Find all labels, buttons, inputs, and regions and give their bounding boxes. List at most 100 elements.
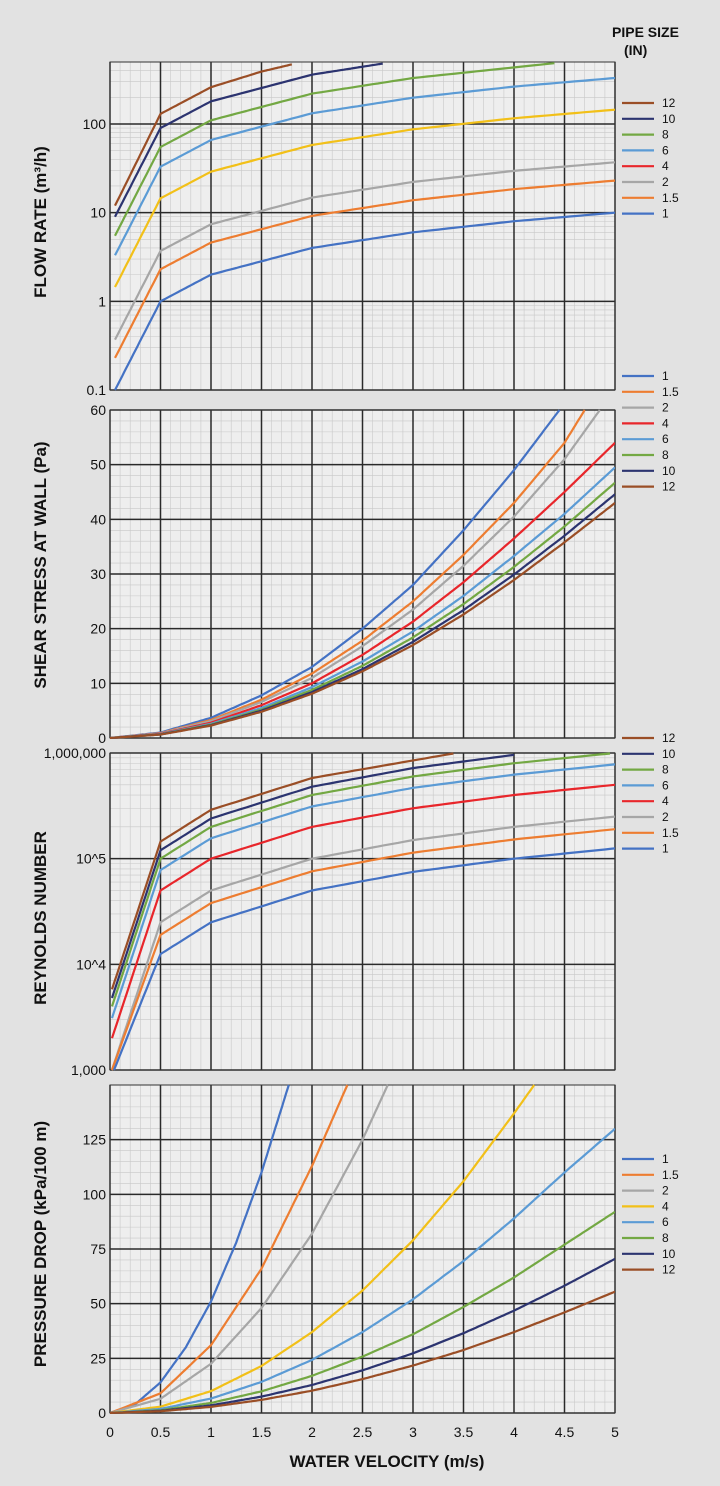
legend-label: 1 (662, 207, 669, 221)
series-line-1_5in (114, 179, 615, 359)
y-axis-label: PRESSURE DROP (kPa/100 m) (31, 1121, 50, 1367)
legend-label: 10 (662, 747, 676, 761)
series-line-4in (114, 108, 615, 288)
series-line-6in (114, 76, 615, 256)
legend-label: 1.5 (662, 191, 679, 205)
x-tick-label: 4.5 (555, 1424, 575, 1440)
series-line-2in (110, 815, 615, 1071)
y-tick-label: 60 (90, 402, 106, 418)
series-line-1in (110, 409, 561, 739)
legend-label: 1 (662, 842, 669, 856)
x-tick-label: 4 (510, 1424, 518, 1440)
legend-label: 12 (662, 731, 676, 745)
series-line-1_5in (110, 1084, 349, 1414)
x-axis-label: WATER VELOCITY (m/s) (290, 1452, 485, 1471)
legend-label: 4 (662, 1199, 669, 1213)
x-tick-label: 5 (611, 1424, 619, 1440)
x-tick-label: 1.5 (252, 1424, 272, 1440)
y-tick-label: 50 (90, 457, 106, 473)
series-line-2in (110, 1084, 389, 1414)
series-line-4in (110, 783, 615, 1039)
legend-label: 1.5 (662, 826, 679, 840)
legend-label: 1.5 (662, 385, 679, 399)
y-tick-label: 10 (90, 205, 106, 221)
chart-panel-reynolds: 1,000 10^4 10^5 1,000,000 12 10 86 4 2 1.5 1 REYNOL… (31, 731, 679, 1078)
plot-border (109, 409, 616, 739)
x-tick-label: 0 (106, 1424, 114, 1440)
legend-label: 6 (662, 143, 669, 157)
series-line-1_5in (110, 828, 615, 1071)
plot-border (109, 1084, 616, 1414)
legend-label: 12 (662, 480, 676, 494)
chart-panel-shear: 0 10 20 30 40 50 60 1 1.5 24 6 8 10 12 SHEAR STRESS AT… (31, 369, 679, 746)
legend-label: 1.5 (662, 1168, 679, 1182)
x-tick-label: 1 (207, 1424, 215, 1440)
legend-label: 12 (662, 1263, 676, 1277)
legend-label: 6 (662, 1215, 669, 1229)
series-line-10in (114, 62, 383, 218)
legend-label: 8 (662, 128, 669, 142)
y-tick-label: 75 (90, 1241, 106, 1257)
y-tick-label: 125 (83, 1132, 107, 1148)
series-line-10in (110, 1257, 615, 1414)
y-tick-label: 10 (90, 675, 106, 691)
x-tick-label: 3 (409, 1424, 417, 1440)
x-tick-label: 2.5 (353, 1424, 373, 1440)
y-tick-label: 50 (90, 1296, 106, 1312)
y-axis-label: REYNOLDS NUMBER (31, 831, 50, 1005)
x-tick-label: 3.5 (454, 1424, 474, 1440)
series-group (114, 62, 615, 391)
series-line-8in (110, 752, 611, 1007)
x-tick-label: 0.5 (151, 1424, 171, 1440)
y-tick-label: 0 (98, 730, 106, 746)
y-tick-label: 100 (83, 1186, 107, 1202)
y-tick-label: 1 (98, 293, 106, 309)
series-line-1in (112, 847, 615, 1071)
series-group (110, 752, 615, 1071)
x-tick-label: 2 (308, 1424, 316, 1440)
series-line-1in (114, 211, 615, 391)
series-line-12in (110, 752, 454, 990)
series-line-8in (110, 1210, 615, 1414)
legend-label: 1 (662, 369, 669, 383)
legend-label: 4 (662, 416, 669, 430)
y-tick-label: 100 (83, 116, 107, 132)
legend-label: 10 (662, 1247, 676, 1261)
legend-label: 12 (662, 96, 676, 110)
y-axis-label: SHEAR STRESS AT WALL (Pa) (31, 441, 50, 688)
series-line-4in (110, 1084, 536, 1414)
series-line-10in (110, 753, 515, 999)
y-tick-label: 1,000,000 (44, 745, 106, 761)
chart-panel-flow: 0.1 1 10 100 12 10 86 4 2 1.5 1 FLOW RATE (m³/h) (31, 61, 679, 398)
legend-label: 2 (662, 810, 669, 824)
series-line-2in (110, 409, 601, 739)
series-line-8in (114, 62, 555, 237)
legend-label: 8 (662, 763, 669, 777)
legend-label: 1 (662, 1152, 669, 1166)
series-line-6in (110, 1127, 615, 1414)
legend-label: 2 (662, 175, 669, 189)
y-tick-label: 0 (98, 1405, 106, 1421)
legend-label: 6 (662, 432, 669, 446)
y-axis-label: FLOW RATE (m³/h) (31, 146, 50, 298)
legend-title-line2: (IN) (624, 42, 647, 58)
legend-label: 4 (662, 794, 669, 808)
legend-label: 10 (662, 112, 676, 126)
y-tick-label: 10^5 (76, 851, 106, 867)
series-line-12in (114, 63, 293, 207)
series-group (110, 409, 615, 739)
y-tick-label: 20 (90, 621, 106, 637)
y-tick-label: 0.1 (87, 382, 107, 398)
legend-label: 6 (662, 778, 669, 792)
series-group (110, 1084, 615, 1414)
y-tick-label: 40 (90, 511, 106, 527)
series-line-2in (114, 161, 615, 341)
legend-label: 2 (662, 401, 669, 415)
y-tick-label: 10^4 (76, 956, 106, 972)
legend-label: 4 (662, 159, 669, 173)
chart-panel-pressure: 0 25 50 75 100 125 1 1.5 24 6 8 10 12 PRESSURE DROP (… (31, 1084, 679, 1421)
plot-border (109, 752, 616, 1071)
series-line-12in (110, 502, 615, 739)
legend-label: 2 (662, 1184, 669, 1198)
